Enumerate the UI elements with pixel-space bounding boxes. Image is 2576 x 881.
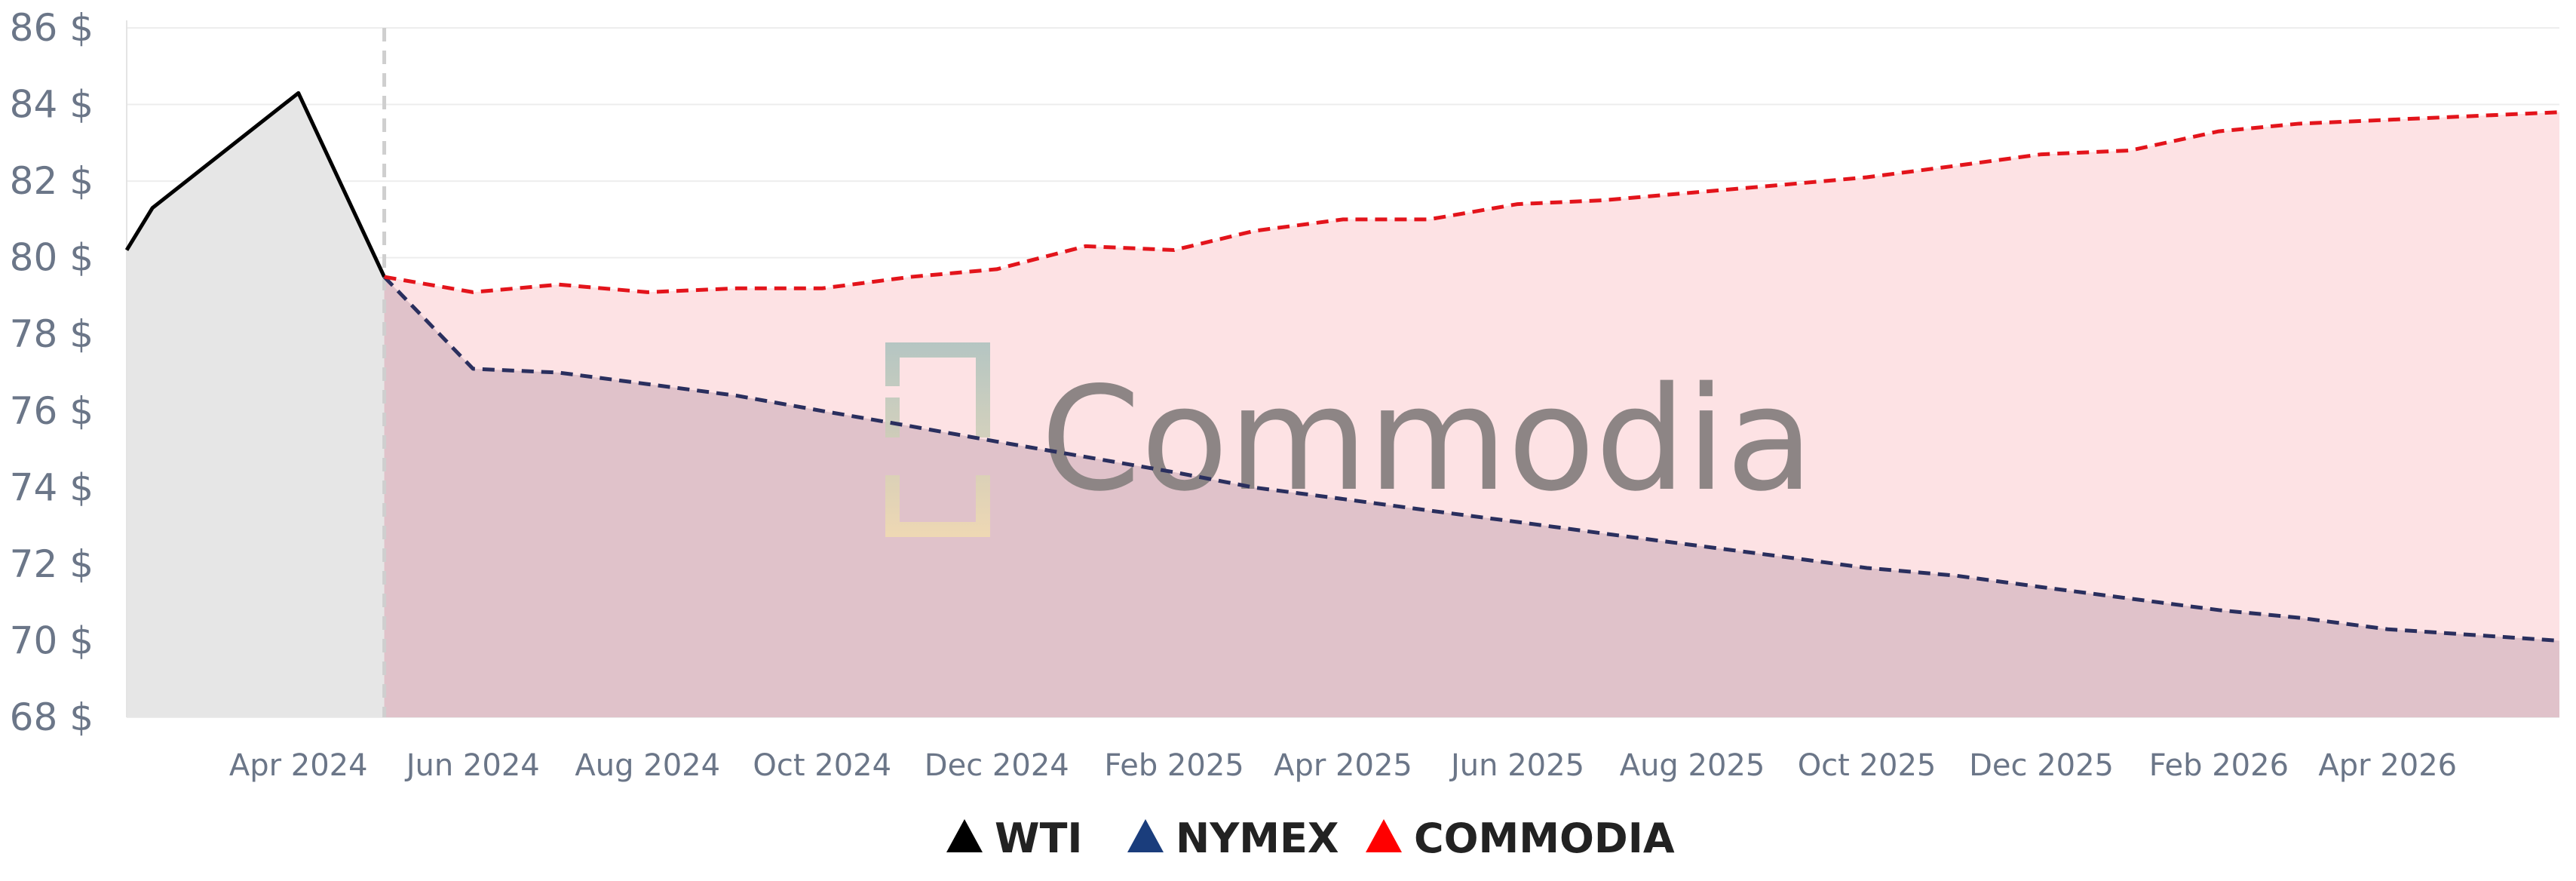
legend-label-wti: WTI xyxy=(995,815,1083,862)
x-tick-label: Jun 2025 xyxy=(1449,748,1584,783)
x-tick-label: Apr 2024 xyxy=(229,748,368,783)
x-tick-label: Dec 2025 xyxy=(1969,748,2114,783)
y-tick-label: 84 $ xyxy=(10,83,94,127)
line-wti xyxy=(124,91,386,278)
commodia-watermark: Commodia xyxy=(885,342,1814,537)
legend-triangle-wti-icon xyxy=(946,819,983,852)
y-tick-label: 80 $ xyxy=(10,236,94,280)
y-tick-label: 72 $ xyxy=(10,542,94,586)
axes: 68 $ 70 $ 72 $ 74 $ 76 $ 78 $ 80 $ 82 $ 84 $ 86 $… xyxy=(10,6,2457,783)
legend-triangle-commodia-icon xyxy=(1366,819,1402,852)
x-tick-label: Oct 2024 xyxy=(753,748,891,783)
x-tick-label: Apr 2025 xyxy=(1274,748,1412,783)
line-commodia xyxy=(384,110,2560,294)
x-tick-label: Feb 2025 xyxy=(1104,748,1244,783)
legend-label-nymex: NYMEX xyxy=(1176,815,1339,862)
area-wti xyxy=(127,93,385,718)
y-tick-label: 86 $ xyxy=(10,6,94,50)
y-tick-label: 82 $ xyxy=(10,159,94,203)
x-tick-label: Feb 2026 xyxy=(2149,748,2289,783)
x-tick-label: Apr 2026 xyxy=(2318,748,2457,783)
watermark-bracket-icon xyxy=(885,342,990,537)
line-nymex xyxy=(382,275,2560,643)
y-tick-label: 76 $ xyxy=(10,389,94,433)
series-fills xyxy=(127,93,2560,718)
y-tick-label: 74 $ xyxy=(10,465,94,509)
y-tick-label: 78 $ xyxy=(10,312,94,356)
x-tick-label: Aug 2025 xyxy=(1620,748,1765,783)
y-tick-label: 70 $ xyxy=(10,619,94,662)
x-tick-label: Jun 2024 xyxy=(404,748,540,783)
x-tick-label: Aug 2024 xyxy=(575,748,720,783)
y-tick-label: 68 $ xyxy=(10,695,94,739)
x-tick-label: Dec 2024 xyxy=(925,748,1069,783)
x-tick-label: Oct 2025 xyxy=(1798,748,1937,783)
legend-label-commodia: COMMODIA xyxy=(1414,815,1675,862)
area-nymex xyxy=(384,277,2560,717)
watermark-text: Commodia xyxy=(1041,356,1814,523)
legend-triangle-nymex-icon xyxy=(1127,819,1164,852)
series-lines xyxy=(124,91,2560,643)
legend: WTI NYMEX COMMODIA xyxy=(946,815,1675,862)
